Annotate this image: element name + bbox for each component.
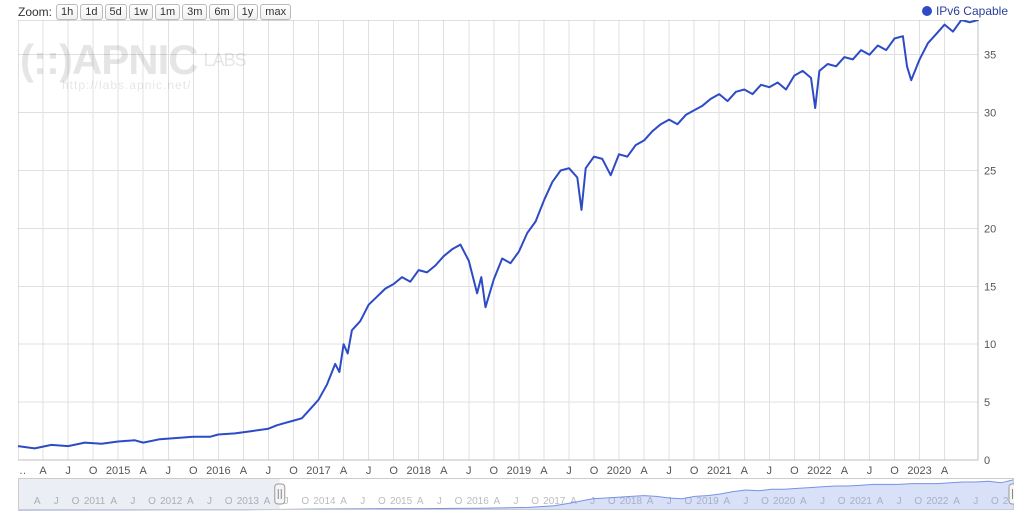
y-tick-label: 5: [984, 397, 990, 409]
x-tick-label: A: [140, 465, 148, 477]
x-tick-label: J: [566, 465, 572, 477]
nav-handle-right[interactable]: [1009, 484, 1014, 504]
x-tick-label: 2017: [306, 465, 330, 477]
x-tick-label: O: [289, 465, 298, 477]
y-tick-label: 10: [984, 339, 996, 351]
x-tick-label: 2016: [206, 465, 230, 477]
x-tick-label: O: [890, 465, 899, 477]
zoom-toolbar: Zoom: 1h1d5d1w1m3m6m1ymax: [18, 4, 293, 19]
x-tick-label: J: [65, 465, 71, 477]
x-tick-label: O: [690, 465, 699, 477]
zoom-btn-1m[interactable]: 1m: [155, 4, 180, 20]
x-tick-label: A: [440, 465, 448, 477]
nav-tick-label: 2016: [467, 496, 490, 507]
y-tick-label: 25: [984, 166, 996, 178]
x-tick-label: A: [240, 465, 248, 477]
x-tick-label: J: [466, 465, 472, 477]
y-tick-label: 15: [984, 281, 996, 293]
y-tick-label: 30: [984, 108, 996, 120]
zoom-btn-5d[interactable]: 5d: [105, 4, 127, 20]
zoom-label: Zoom:: [18, 5, 52, 19]
chart-container: Zoom: 1h1d5d1w1m3m6m1ymax IPv6 Capable (…: [0, 0, 1024, 527]
nav-tick-label: 2015: [390, 496, 413, 507]
x-tick-label: 2020: [607, 465, 631, 477]
nav-tick-label: J: [360, 496, 365, 507]
main-plot-area[interactable]: 051015202530352…AJO2015AJO2016AJO2017AJO…: [18, 20, 978, 478]
x-tick-label: J: [867, 465, 873, 477]
legend[interactable]: IPv6 Capable: [922, 4, 1008, 18]
nav-handle-left[interactable]: [275, 484, 285, 504]
nav-tick-label: O: [378, 496, 386, 507]
x-tick-label: 2018: [406, 465, 430, 477]
y-tick-label: 0: [984, 455, 990, 467]
x-tick-label: O: [189, 465, 198, 477]
x-tick-label: J: [266, 465, 272, 477]
x-tick-label: O: [490, 465, 499, 477]
zoom-btn-6m[interactable]: 6m: [209, 4, 234, 20]
y-tick-label: 20: [984, 223, 996, 235]
x-tick-label: A: [741, 465, 749, 477]
x-tick-label: 2015: [106, 465, 130, 477]
x-tick-label: A: [841, 465, 849, 477]
nav-mask-left[interactable]: [18, 478, 280, 510]
x-tick-label: 2019: [507, 465, 531, 477]
x-tick-label: O: [790, 465, 799, 477]
x-tick-label: O: [89, 465, 98, 477]
nav-tick-label: O: [531, 496, 539, 507]
x-tick-label: A: [941, 465, 949, 477]
legend-label: IPv6 Capable: [936, 4, 1008, 18]
nav-tick-label: O: [455, 496, 463, 507]
x-tick-label: J: [767, 465, 773, 477]
x-tick-label: A: [340, 465, 348, 477]
legend-marker: [922, 6, 932, 16]
x-tick-label: O: [590, 465, 599, 477]
x-tick-label: A: [39, 465, 47, 477]
x-tick-label: J: [166, 465, 172, 477]
zoom-btn-1h[interactable]: 1h: [56, 4, 78, 20]
zoom-btn-1w[interactable]: 1w: [129, 4, 153, 20]
series-line-ipv6: [18, 20, 978, 448]
x-tick-label: 2023: [907, 465, 931, 477]
range-navigator[interactable]: AJO2011AJO2012AJO2013AJO2014AJO2015AJO20…: [18, 478, 1014, 524]
x-tick-label: O: [389, 465, 398, 477]
x-tick-label: 2022: [807, 465, 831, 477]
nav-tick-label: J: [437, 496, 442, 507]
x-tick-label: 2…: [18, 465, 27, 477]
x-tick-label: A: [540, 465, 548, 477]
zoom-btn-3m[interactable]: 3m: [182, 4, 207, 20]
y-tick-label: 35: [984, 50, 996, 62]
x-tick-label: J: [366, 465, 372, 477]
nav-tick-label: O: [301, 496, 309, 507]
nav-tick-label: A: [494, 496, 501, 507]
nav-tick-label: J: [514, 496, 519, 507]
nav-tick-label: A: [417, 496, 424, 507]
x-tick-label: 2021: [707, 465, 731, 477]
zoom-btn-1d[interactable]: 1d: [80, 4, 102, 20]
x-tick-label: A: [640, 465, 648, 477]
zoom-btn-max[interactable]: max: [260, 4, 291, 20]
zoom-btn-1y[interactable]: 1y: [237, 4, 259, 20]
nav-tick-label: 2014: [313, 496, 336, 507]
x-tick-label: J: [666, 465, 672, 477]
nav-tick-label: A: [340, 496, 347, 507]
